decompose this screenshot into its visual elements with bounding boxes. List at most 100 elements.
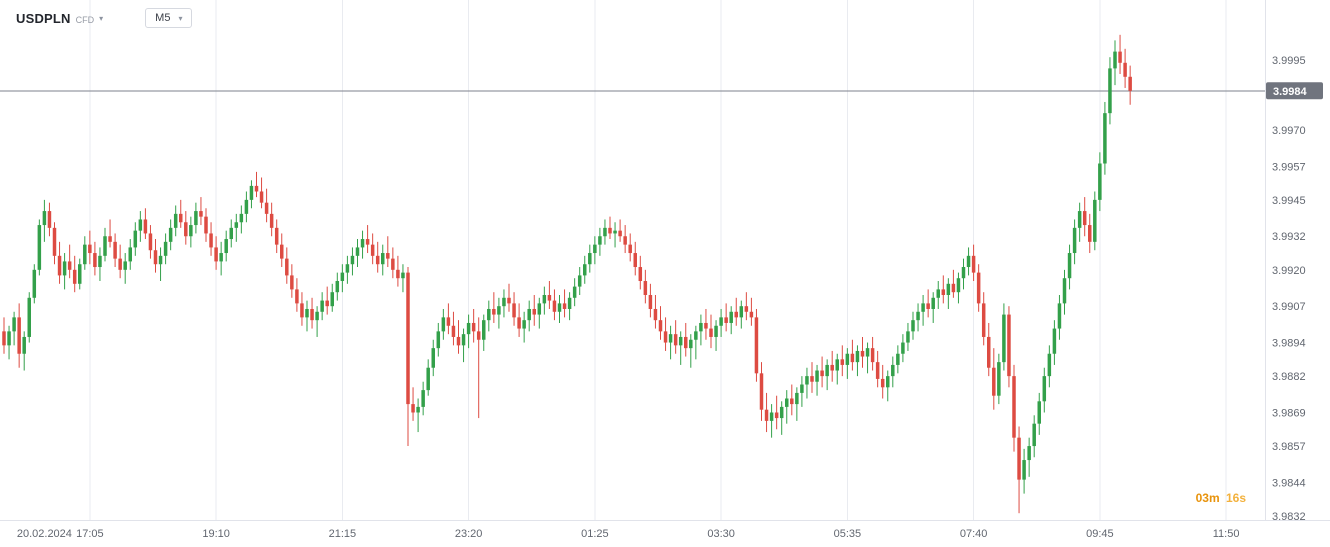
candle-body (1098, 163, 1102, 200)
price-axis-label: 3.9832 (1272, 511, 1306, 523)
candle-body (325, 300, 329, 307)
candle-body (512, 303, 516, 318)
candle-body (562, 303, 567, 309)
candle-body (93, 253, 97, 268)
candle-body (583, 264, 587, 276)
countdown-seconds: 16s (1225, 491, 1246, 505)
candle-body (1037, 401, 1041, 424)
candle-body (148, 233, 153, 251)
candle-body (926, 303, 930, 309)
candle-body (855, 350, 860, 363)
candle-body (1072, 227, 1077, 254)
candle-body (911, 320, 915, 332)
candle-body (295, 289, 299, 304)
candle-body (62, 261, 67, 276)
time-axis-label: 07:40 (960, 528, 988, 540)
candle-body (274, 227, 279, 245)
candle-body (244, 199, 249, 214)
candle-body (825, 364, 829, 377)
candle-body (678, 336, 683, 346)
candle-body (446, 317, 451, 326)
candle-body (936, 289, 940, 298)
price-axis-label: 3.9932 (1272, 231, 1306, 243)
candle-body (815, 370, 819, 382)
candle-body (1027, 446, 1031, 461)
candle-body (557, 303, 562, 312)
timeframe-label: M5 (155, 12, 171, 24)
candle-body (219, 253, 223, 262)
candle-body (88, 244, 92, 254)
chevron-down-icon: ▾ (178, 13, 183, 23)
candle-body (83, 244, 87, 265)
candle-body (860, 350, 865, 357)
candle-body (1113, 51, 1117, 69)
candle-body (138, 219, 143, 231)
candle-body (487, 308, 491, 321)
candle-body (184, 222, 188, 237)
candle-body (795, 392, 799, 405)
candle-body (158, 255, 163, 265)
candle-body (694, 331, 698, 340)
candle-body (1057, 303, 1062, 329)
instrument-selector[interactable]: USDPLN CFD ▾ (16, 11, 103, 26)
time-axis-label: 17:05 (76, 528, 104, 540)
candle-body (1047, 353, 1052, 377)
candle-body (896, 353, 900, 365)
candle-body (845, 353, 850, 365)
candle-body (719, 317, 723, 326)
candle-body (593, 244, 597, 254)
chart-header: USDPLN CFD ▾ M5 ▾ (16, 8, 193, 28)
time-axis-label: 11:50 (1213, 528, 1240, 540)
candle-body (209, 233, 213, 248)
candle-body (476, 331, 481, 340)
candle-body (330, 292, 334, 307)
candle-body (108, 236, 112, 242)
candle-body (189, 225, 193, 237)
candle-body (391, 258, 395, 270)
price-axis-label: 3.9920 (1272, 265, 1306, 277)
candle-body (749, 311, 754, 318)
candle-body (497, 306, 501, 315)
price-axis-label: 3.9945 (1272, 195, 1306, 207)
price-axis-label: 3.9869 (1272, 407, 1306, 419)
candle-body (729, 311, 733, 323)
candle-body (880, 378, 885, 388)
time-axis-label: 23:20 (455, 528, 483, 540)
candle-body (946, 283, 951, 295)
candle-body (643, 281, 648, 295)
candle-body (891, 364, 895, 377)
candle-body (790, 398, 794, 405)
candle-body (254, 185, 259, 192)
candle-body (724, 317, 728, 323)
candle-body (12, 317, 16, 332)
candle-body (981, 303, 986, 337)
candle-body (805, 376, 809, 385)
candle-body (527, 308, 531, 321)
candle-body (37, 225, 42, 270)
candle-body (310, 308, 314, 321)
candle-body (305, 308, 309, 318)
candle-body (759, 373, 764, 410)
candle-body (588, 253, 592, 265)
candle-body (1007, 314, 1011, 377)
candle-body (709, 328, 713, 337)
candle-body (1088, 225, 1092, 242)
candle-body (179, 213, 183, 223)
candle-body (774, 412, 779, 419)
timeframe-selector[interactable]: M5 ▾ (145, 8, 193, 28)
candle-body (1012, 376, 1016, 438)
candle-body (78, 264, 82, 284)
candle-body (57, 255, 62, 276)
candle-body (653, 308, 658, 321)
candle-body (482, 320, 486, 340)
candle-body (1103, 113, 1107, 164)
candle-body (461, 334, 466, 346)
candle-body (7, 331, 11, 346)
countdown-minutes: 03m (1195, 491, 1220, 505)
candle-body (406, 272, 410, 405)
chevron-down-icon: ▾ (99, 13, 104, 23)
candle-body (285, 258, 289, 276)
candle-body (567, 297, 572, 309)
candle-body (976, 272, 981, 304)
